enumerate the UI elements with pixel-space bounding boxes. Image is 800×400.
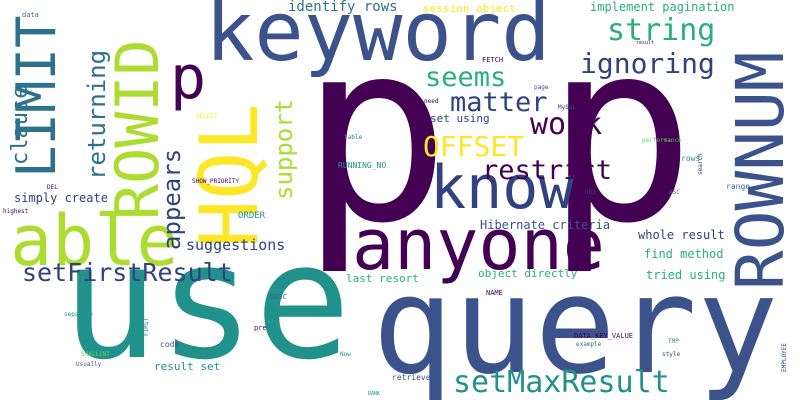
word-rows: rows [681,154,701,163]
word-whole-result: whole result [638,228,725,242]
word-smallint: SMALLINT [81,351,110,358]
word-running-no: RUNNING_NO [338,161,387,170]
word-support: support [270,98,298,200]
word-separate: separate [64,311,93,318]
word-p-2: p [545,0,696,278]
word-result-set: result set [154,360,221,373]
word-simply-create: simply create [14,191,108,205]
word-identify-rows: identify rows [288,0,398,15]
word-set-using: set using [430,112,490,125]
word-retrieve: retrieve [392,373,431,382]
word-rownum: ROWNUM [722,51,799,290]
word-string: string [607,13,716,48]
word-use: use [62,208,351,395]
word-name: NAME [486,289,503,297]
word-seems: seems [425,62,507,93]
word-del: DEL [47,184,58,191]
word-now: Now [340,351,351,358]
word-search: search [697,153,704,175]
word-restrict: restrict [482,155,613,186]
word-work: work [530,107,603,142]
word-pre: pre [254,324,267,332]
word-returning: returning [83,49,111,180]
word-usually: Usually [76,361,102,368]
word-able: able [10,200,179,282]
word-asc: ASC [669,189,680,196]
word-offset: OFFSET [423,130,525,163]
word-know: know [430,153,575,223]
word-rank: RANK [368,391,381,397]
word-data: data [22,11,39,19]
word-implement-pagination: implement pagination [590,0,735,14]
word-setfirstresult: setFirstResult [22,258,233,287]
word-order: ORDER [238,211,266,221]
word-style: style [662,351,681,358]
word-session-object: session object [423,2,516,15]
word-p-1: p [300,0,451,278]
word-select: SELECT [196,113,218,120]
word-need: need [424,98,439,105]
word-matter: matter [450,87,548,118]
word-result: result [636,40,655,46]
word-show-priority: SHOW_PRIORITY [192,178,239,185]
word-tmp: TMP [668,338,679,345]
word-data-key-value: DATA_KEY_VALUE [574,332,634,340]
word-p-3: p [170,43,207,113]
word-mysql: MySQL [558,104,577,111]
word-appears: appears [158,148,186,250]
word-setmaxresult: setMaxResult [453,365,670,400]
word-query: query [372,247,779,400]
word-fetch: FETCH [482,56,504,64]
word-page: page [534,84,549,91]
word-last-resort: last resort [346,272,419,285]
word-bad: bad [310,310,321,317]
word-db2: DB2 [585,189,596,196]
word-object-directly: object directly [478,267,578,280]
word-suggestions: suggestions [186,236,286,254]
word-anyone: anyone [352,204,605,286]
word-ignoring: ignoring [580,47,715,80]
word-hibernate-criteria: Hibernate criteria [480,218,611,232]
word-desc: DESC [270,293,287,301]
word-table: table [344,134,363,141]
word-performance: performance [642,137,682,144]
word-example: example [576,341,602,348]
word-code: code [160,340,180,349]
word-keyword: keyword [205,0,551,80]
word-tried-using: tried using [646,268,726,282]
word-find-method: find method [644,247,724,261]
word-first: FIRST [143,317,150,336]
word-employee: EMPLOYEE [781,343,788,372]
word-clause: clause [8,85,33,165]
word-range: range [726,182,751,191]
word-hql: HQL [183,103,276,249]
word-highest: highest [3,208,29,215]
